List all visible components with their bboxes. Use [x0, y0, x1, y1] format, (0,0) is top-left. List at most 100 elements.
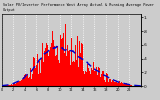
Bar [22, 79, 23, 86]
Bar [9, 85, 10, 86]
Bar [78, 35, 79, 86]
Bar [67, 45, 68, 86]
Bar [18, 82, 19, 86]
Bar [117, 83, 118, 86]
Bar [54, 46, 55, 86]
Bar [104, 80, 105, 86]
Bar [90, 74, 91, 86]
Bar [13, 84, 14, 86]
Bar [99, 68, 100, 86]
Bar [65, 24, 66, 86]
Bar [52, 31, 53, 86]
Bar [81, 43, 82, 86]
Bar [82, 44, 83, 86]
Bar [122, 83, 123, 86]
Bar [17, 82, 18, 86]
Bar [5, 85, 6, 86]
Bar [39, 61, 40, 86]
Bar [49, 51, 50, 86]
Bar [30, 68, 31, 86]
Bar [120, 83, 121, 86]
Bar [28, 79, 29, 86]
Bar [63, 33, 64, 86]
Bar [91, 68, 92, 86]
Bar [32, 74, 33, 86]
Bar [64, 53, 65, 86]
Bar [44, 42, 45, 86]
Bar [96, 67, 97, 86]
Bar [6, 85, 7, 86]
Bar [98, 67, 99, 86]
Bar [53, 40, 54, 86]
Bar [57, 46, 58, 86]
Bar [10, 85, 11, 86]
Bar [11, 84, 12, 86]
Bar [125, 84, 126, 86]
Bar [129, 85, 130, 86]
Bar [78, 67, 79, 86]
Bar [102, 71, 103, 86]
Bar [33, 57, 34, 86]
Bar [62, 38, 63, 86]
Bar [12, 84, 13, 86]
Bar [93, 72, 94, 86]
Bar [79, 41, 80, 86]
Bar [95, 71, 96, 86]
Bar [26, 76, 27, 86]
Bar [84, 74, 85, 86]
Bar [21, 80, 22, 86]
Bar [74, 62, 75, 86]
Bar [19, 81, 20, 86]
Bar [62, 58, 63, 86]
Bar [124, 85, 125, 86]
Bar [97, 75, 98, 86]
Bar [8, 85, 9, 86]
Bar [60, 52, 61, 86]
Bar [109, 79, 110, 86]
Bar [94, 71, 95, 86]
Bar [36, 65, 37, 86]
Bar [48, 56, 49, 86]
Bar [88, 68, 89, 86]
Bar [24, 75, 25, 86]
Bar [106, 73, 107, 86]
Bar [77, 36, 78, 86]
Text: Solar PV/Inverter Performance West Array Actual & Running Average Power Output: Solar PV/Inverter Performance West Array… [3, 3, 154, 12]
Bar [86, 72, 87, 86]
Bar [118, 82, 119, 86]
Bar [25, 74, 26, 86]
Bar [79, 66, 80, 86]
Bar [75, 45, 76, 86]
Bar [55, 56, 56, 86]
Bar [23, 77, 24, 86]
Bar [42, 43, 43, 86]
Bar [56, 55, 57, 86]
Bar [46, 43, 47, 86]
Bar [73, 61, 74, 86]
Bar [29, 77, 30, 86]
Bar [41, 58, 42, 86]
Bar [127, 84, 128, 86]
Bar [111, 80, 112, 86]
Bar [47, 45, 48, 86]
Bar [110, 79, 111, 86]
Bar [89, 71, 90, 86]
Bar [87, 64, 88, 86]
Bar [63, 45, 64, 86]
Bar [101, 74, 102, 86]
Bar [47, 53, 48, 86]
Bar [59, 63, 60, 86]
Bar [109, 81, 110, 86]
Bar [35, 68, 36, 86]
Bar [103, 71, 104, 86]
Bar [70, 65, 71, 86]
Bar [115, 82, 116, 86]
Bar [40, 73, 41, 86]
Bar [80, 54, 81, 86]
Bar [58, 60, 59, 86]
Bar [108, 79, 109, 86]
Bar [76, 54, 77, 86]
Bar [112, 80, 113, 86]
Bar [15, 84, 16, 86]
Bar [31, 80, 32, 86]
